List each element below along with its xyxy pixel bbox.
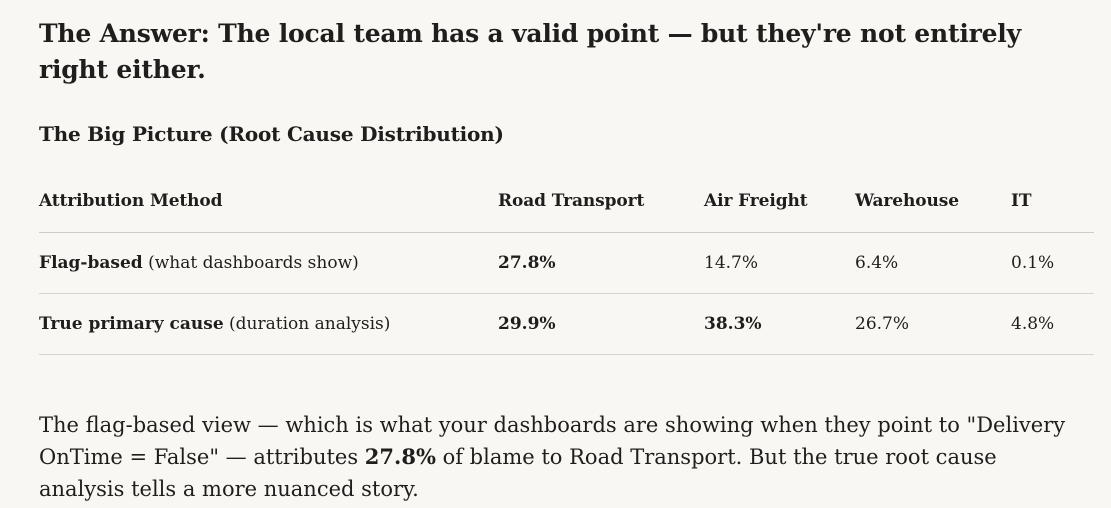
column-header-road-transport: Road Transport bbox=[498, 170, 704, 233]
it-value: 4.8% bbox=[1011, 293, 1094, 355]
column-header-air-freight: Air Freight bbox=[704, 170, 855, 233]
root-cause-table: Attribution Method Road Transport Air Fr… bbox=[39, 170, 1094, 355]
table-row: True primary cause (duration analysis) 2… bbox=[39, 293, 1094, 355]
air-freight-value: 38.3% bbox=[704, 293, 855, 355]
table-header-row: Attribution Method Road Transport Air Fr… bbox=[39, 170, 1094, 233]
table-row: Flag-based (what dashboards show) 27.8% … bbox=[39, 232, 1094, 294]
road-transport-value: 27.8% bbox=[498, 232, 704, 294]
summary-text-end: of blame to Road Transport. But the true… bbox=[39, 445, 997, 501]
method-cell: Flag-based (what dashboards show) bbox=[39, 232, 498, 294]
summary-highlight: 27.8% bbox=[364, 444, 436, 469]
answer-heading: The Answer: The local team has a valid p… bbox=[39, 19, 1021, 84]
warehouse-value: 26.7% bbox=[855, 293, 1011, 355]
method-cell: True primary cause (duration analysis) bbox=[39, 293, 498, 355]
it-value: 0.1% bbox=[1011, 232, 1094, 294]
summary-text-start: The flag-based view — which is what your… bbox=[39, 413, 1066, 469]
road-transport-value: 29.9% bbox=[498, 293, 704, 355]
air-freight-value: 14.7% bbox=[704, 232, 855, 294]
method-note: (duration analysis) bbox=[223, 314, 391, 334]
column-header-warehouse: Warehouse bbox=[855, 170, 1011, 233]
warehouse-value: 6.4% bbox=[855, 232, 1011, 294]
method-name: Flag-based bbox=[39, 253, 143, 273]
column-header-it: IT bbox=[1011, 170, 1094, 233]
method-note: (what dashboards show) bbox=[142, 253, 359, 273]
section-heading: The Big Picture (Root Cause Distribution… bbox=[39, 122, 504, 146]
column-header-attribution-method: Attribution Method bbox=[39, 170, 498, 233]
summary-paragraph: The flag-based view — which is what your… bbox=[39, 409, 1079, 505]
method-name: True primary cause bbox=[39, 314, 224, 334]
